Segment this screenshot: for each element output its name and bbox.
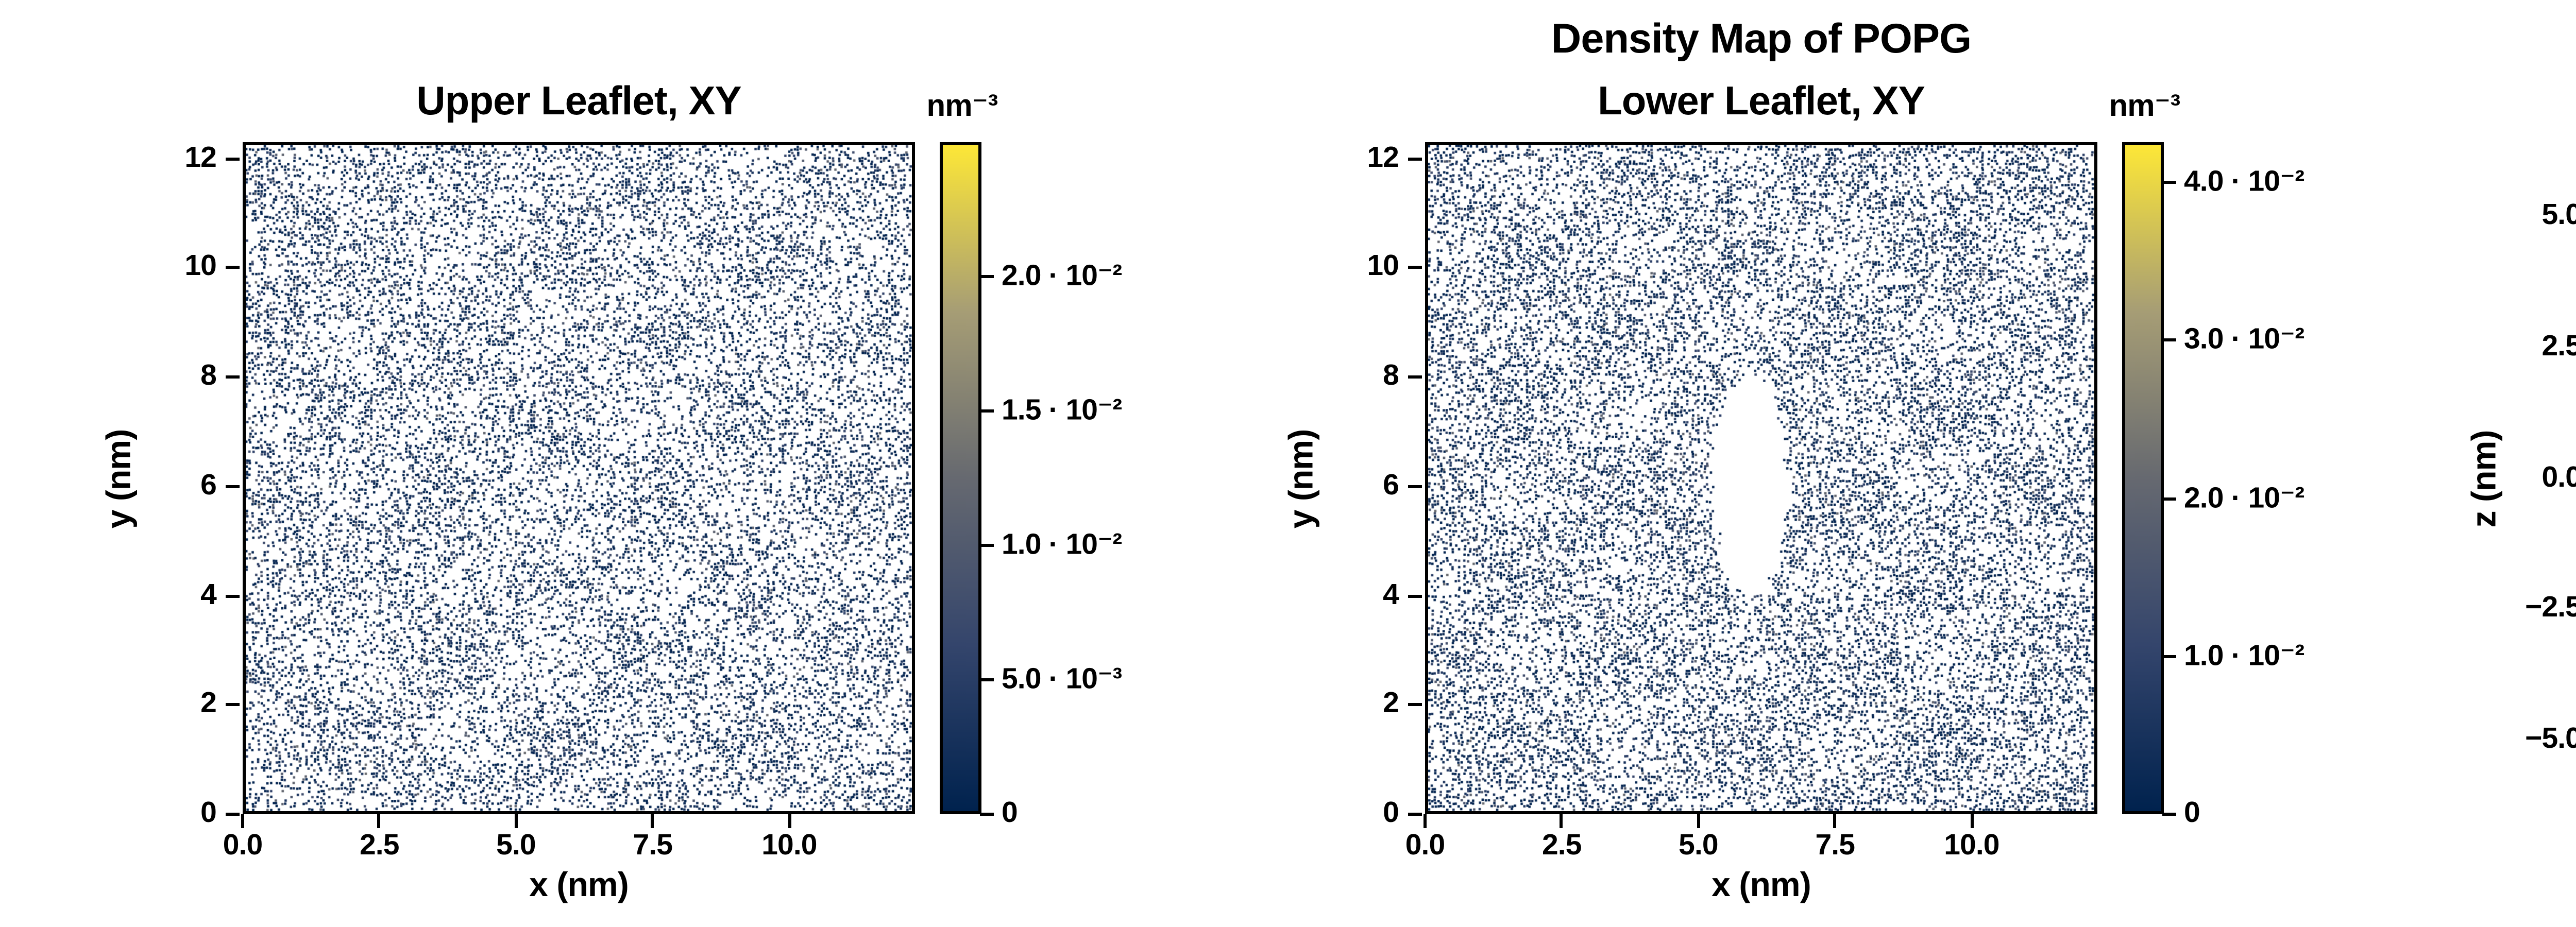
y-tick-mark (1408, 375, 1422, 379)
y-tick-label: −5.0 (2525, 724, 2576, 757)
colorbar-tick-mark (2162, 181, 2176, 184)
colorbar-tick-mark (980, 409, 994, 413)
y-tick-mark (226, 375, 240, 379)
y-tick-label: 12 (1367, 141, 1399, 174)
colorbar-tick-mark (2162, 655, 2176, 658)
x-tick-label: 10.0 (1944, 830, 1999, 862)
y-tick-mark (1408, 266, 1422, 270)
x-axis-label: x (nm) (1711, 865, 1811, 904)
colorbar-tick-label: 4.0 · 10⁻² (2184, 166, 2304, 199)
y-tick-label: 10 (1367, 251, 1399, 284)
figure-title: Density Map of POPG (1551, 15, 1972, 62)
y-tick-mark (226, 266, 240, 270)
colorbar-tick-label: 3.0 · 10⁻² (2184, 324, 2304, 357)
x-tick-mark (787, 814, 791, 828)
x-tick-label: 0.0 (1405, 830, 1445, 862)
x-tick-mark (1970, 814, 1973, 828)
y-tick-label: 2 (200, 688, 217, 720)
x-tick-label: 7.5 (1815, 830, 1855, 862)
colorbar-tick-label: 5.0 · 10⁻³ (1002, 663, 1122, 696)
x-tick-label: 10.0 (761, 830, 817, 862)
plot-area (1425, 142, 2097, 814)
colorbar (2122, 142, 2164, 814)
colorbar-tick-mark (2162, 496, 2176, 500)
colorbar-ticks: 0 5.0 · 10⁻³ 1.0 · 10⁻² 1.5 · 10⁻² 2.0 · 10⁻… (940, 142, 1122, 830)
y-tick-mark (1408, 485, 1422, 488)
y-tick-label: 12 (184, 141, 217, 174)
colorbar (940, 142, 981, 814)
x-tick-label: 0.0 (223, 830, 263, 862)
colorbar-unit-label: nm⁻³ (2109, 90, 2180, 124)
colorbar-tick-mark (980, 813, 994, 816)
colorbar-tick-label: 2.0 · 10⁻² (1002, 260, 1122, 293)
y-tick-label: 8 (1383, 360, 1399, 393)
colorbar-tick-mark (2162, 813, 2176, 816)
y-axis-ticks: −5.0 −2.5 0.0 2.5 5.0 (2450, 142, 2576, 814)
x-tick-label: 5.0 (496, 830, 536, 862)
colorbar-tick-mark (980, 275, 994, 278)
density-heatmap-canvas (246, 145, 912, 811)
y-tick-label: 8 (200, 360, 217, 393)
colorbar-tick-mark (2162, 338, 2176, 342)
colorbar-tick-mark (980, 544, 994, 547)
x-tick-mark (241, 814, 244, 828)
colorbar-tick-label: 1.5 · 10⁻² (1002, 394, 1122, 427)
y-tick-label: 5.0 (2541, 198, 2576, 231)
y-tick-mark (1408, 594, 1422, 597)
y-tick-label: 6 (200, 469, 217, 502)
panels-row: Upper Leaflet, XY y (nm) 0 2 4 6 8 10 12 0.0 2.… (85, 0, 2576, 927)
x-axis-ticks: 0.0 2.5 5.0 7.5 10.0 (223, 814, 915, 867)
colorbar-tick-label: 2.0 · 10⁻² (2184, 482, 2304, 515)
panel-title: Upper Leaflet, XY (416, 77, 741, 124)
x-tick-mark (1697, 814, 1700, 828)
panel-upper-leaflet-xy: Upper Leaflet, XY y (nm) 0 2 4 6 8 10 12 0.0 2.… (85, 0, 1198, 927)
y-tick-label: 4 (1383, 578, 1399, 611)
y-tick-label: 2.5 (2541, 330, 2576, 363)
y-axis-ticks: 0 2 4 6 8 10 12 (85, 141, 240, 830)
panel-transversal-yz: Transversal View, YZ z (nm) −5.0−2.50.02… (2450, 0, 2576, 927)
x-tick-label: 5.0 (1679, 830, 1718, 862)
x-axis-ticks: 0.0 2.5 5.0 7.5 10.0 (1405, 814, 2097, 867)
x-axis-label: x (nm) (529, 865, 629, 904)
y-tick-label: 4 (200, 578, 217, 611)
y-tick-label: 2 (1383, 688, 1399, 720)
colorbar-ticks: 0 1.0 · 10⁻² 2.0 · 10⁻² 3.0 · 10⁻² 4.0 · 10⁻… (2122, 142, 2304, 830)
y-tick-mark (1408, 703, 1422, 707)
x-tick-mark (378, 814, 381, 828)
colorbar-unit-label: nm⁻³ (926, 90, 998, 124)
panel-title: Lower Leaflet, XY (1598, 77, 1925, 124)
y-tick-mark (226, 813, 240, 816)
density-heatmap-canvas (1428, 145, 2094, 811)
y-tick-label: 0.0 (2541, 461, 2576, 494)
x-tick-mark (1560, 814, 1564, 828)
y-tick-label: 0 (200, 797, 217, 830)
x-tick-mark (651, 814, 654, 828)
y-tick-mark (226, 157, 240, 160)
x-tick-mark (1833, 814, 1837, 828)
x-tick-mark (514, 814, 518, 828)
y-tick-mark (1408, 813, 1422, 816)
plot-area (243, 142, 915, 814)
x-tick-label: 7.5 (633, 830, 673, 862)
colorbar-tick-mark (980, 678, 994, 681)
colorbar-tick-label: 1.0 · 10⁻² (2184, 640, 2304, 673)
x-tick-label: 2.5 (1541, 830, 1582, 862)
colorbar-tick-label: 0 (1002, 797, 1018, 830)
colorbar-tick-label: 0 (2184, 797, 2200, 830)
x-tick-mark (1423, 814, 1427, 828)
y-tick-label: −2.5 (2525, 592, 2576, 625)
panel-lower-leaflet-xy: Density Map of POPG Lower Leaflet, XY y … (1267, 0, 2380, 927)
y-tick-label: 10 (184, 251, 217, 284)
y-tick-label: 6 (1383, 469, 1399, 502)
y-tick-mark (226, 703, 240, 707)
y-tick-mark (226, 594, 240, 597)
y-tick-label: 0 (1383, 797, 1399, 830)
x-tick-label: 2.5 (359, 830, 399, 862)
y-axis-ticks: 0 2 4 6 8 10 12 (1267, 141, 1422, 830)
y-tick-mark (1408, 157, 1422, 160)
y-tick-mark (226, 485, 240, 488)
colorbar-tick-label: 1.0 · 10⁻² (1002, 529, 1122, 562)
